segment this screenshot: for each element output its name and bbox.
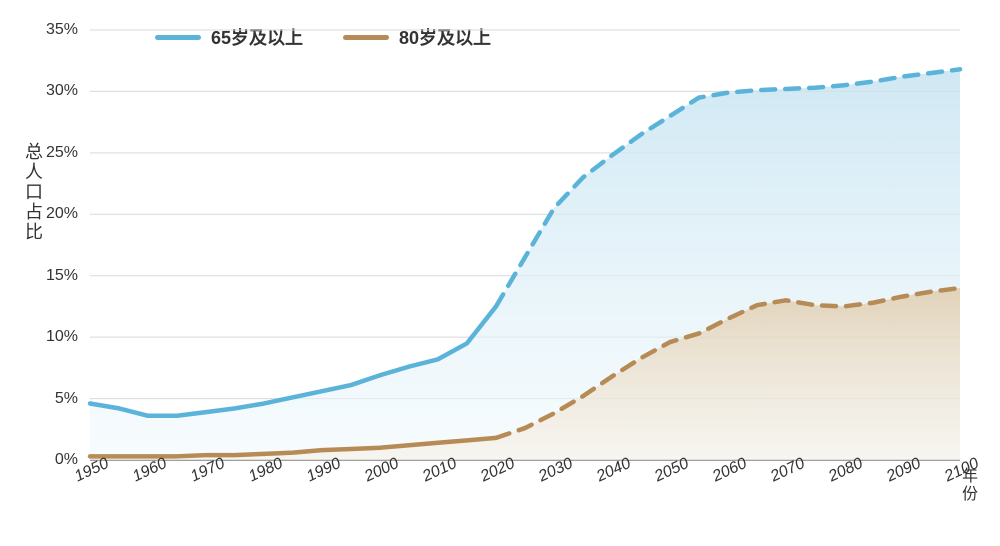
y-axis-title: 总人口占比 xyxy=(20,142,46,242)
y-tick-label: 10% xyxy=(46,328,78,346)
y-tick-label: 30% xyxy=(46,82,78,100)
y-tick-label: 25% xyxy=(46,144,78,162)
y-tick-label: 15% xyxy=(46,267,78,285)
y-tick-label: 0% xyxy=(55,451,78,469)
y-tick-label: 35% xyxy=(46,21,78,39)
y-tick-label: 5% xyxy=(55,390,78,408)
series-svg xyxy=(90,30,960,460)
y-tick-label: 20% xyxy=(46,205,78,223)
chart-container: 65岁及以上80岁及以上 总人口占比 年份 0%5%10%15%20%25%30… xyxy=(0,0,1000,546)
plot-area: 0%5%10%15%20%25%30%35%195019601970198019… xyxy=(90,30,960,460)
